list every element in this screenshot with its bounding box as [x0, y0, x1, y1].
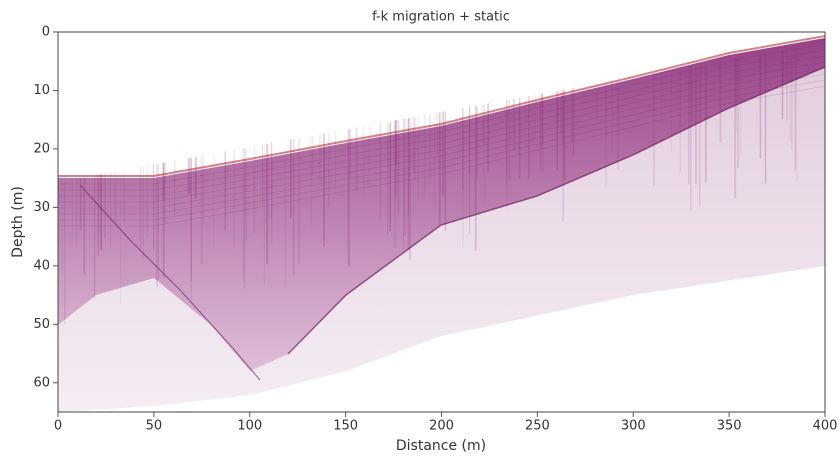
- y-tick-label: 10: [33, 83, 50, 98]
- y-axis-label: Depth (m): [10, 186, 26, 258]
- texture-layer: [58, 61, 826, 203]
- surface-reflector: [58, 35, 826, 177]
- y-tick-label: 30: [33, 200, 50, 215]
- dipping-reflector: [79, 184, 261, 381]
- texture-layer: [58, 49, 826, 191]
- x-tick-label: 100: [237, 419, 262, 434]
- radargram: [58, 35, 826, 412]
- x-tick-label: 50: [146, 419, 163, 434]
- texture-layer: [58, 79, 826, 221]
- texture-layer: [58, 85, 826, 227]
- y-tick-label: 50: [33, 317, 50, 332]
- dense-zone: [58, 38, 825, 371]
- y-tick-label: 40: [33, 258, 50, 273]
- y-tick-label: 60: [33, 375, 50, 390]
- chart-title: f-k migration + static: [372, 10, 510, 25]
- x-axis-label: Distance (m): [396, 438, 486, 454]
- x-tick-label: 300: [621, 419, 646, 434]
- dipping-reflector: [287, 66, 826, 355]
- x-tick-label: 0: [54, 419, 62, 434]
- x-tick-label: 400: [813, 419, 838, 434]
- y-tick-label: 20: [33, 141, 50, 156]
- y-tick-label: 0: [42, 25, 50, 40]
- x-tick-label: 350: [717, 419, 742, 434]
- texture-layer: [58, 67, 826, 209]
- x-tick-label: 150: [333, 419, 358, 434]
- x-tick-label: 250: [525, 419, 550, 434]
- texture-layer: [58, 73, 826, 215]
- x-tick-label: 200: [429, 419, 454, 434]
- texture-layer: [58, 43, 826, 185]
- texture-layer: [58, 55, 826, 197]
